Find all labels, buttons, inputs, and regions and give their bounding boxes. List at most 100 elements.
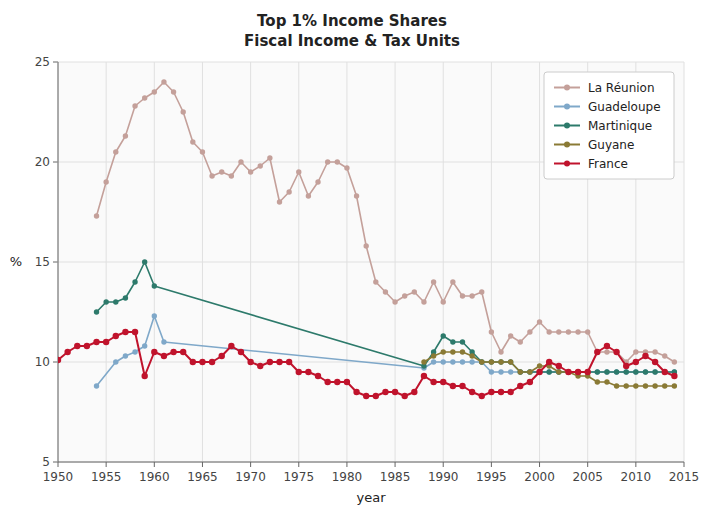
point (373, 279, 378, 284)
tick (587, 462, 588, 467)
point (527, 369, 532, 374)
point (258, 163, 263, 168)
point (152, 283, 157, 288)
legend-label: La Réunion (588, 81, 655, 95)
point (103, 339, 109, 345)
tick (539, 462, 540, 467)
point (614, 349, 619, 354)
point (141, 373, 147, 379)
point (123, 133, 128, 138)
point (450, 359, 455, 364)
point (566, 329, 571, 334)
point (566, 369, 571, 374)
point (286, 359, 292, 365)
point (276, 359, 282, 365)
point (672, 383, 677, 388)
point (421, 299, 426, 304)
point (479, 359, 484, 364)
point (421, 373, 427, 379)
point (613, 349, 619, 355)
point (441, 333, 446, 338)
tick (250, 462, 251, 467)
point (662, 383, 667, 388)
point (546, 329, 551, 334)
point (219, 169, 224, 174)
point (344, 379, 350, 385)
point (508, 359, 513, 364)
tick (53, 162, 58, 163)
point (643, 369, 648, 374)
point (604, 349, 609, 354)
point (411, 389, 417, 395)
point (84, 343, 90, 349)
point (190, 359, 196, 365)
point (469, 359, 474, 364)
point (556, 363, 562, 369)
point (537, 369, 542, 374)
point (460, 339, 465, 344)
tick-label: 1985 (380, 470, 411, 484)
title: Top 1% Income SharesFiscal Income & Tax … (244, 12, 460, 50)
tick-label: 5 (42, 455, 50, 469)
tick (53, 462, 58, 463)
tick-label: 10 (35, 355, 50, 369)
point (652, 369, 657, 374)
point (584, 369, 590, 375)
point (277, 199, 282, 204)
point (363, 393, 369, 399)
point (566, 369, 571, 374)
legend-label: Guyane (588, 138, 634, 152)
tick (298, 462, 299, 467)
point (527, 369, 532, 374)
point (585, 329, 590, 334)
legend: La RéunionGuadeloupeMartiniqueGuyaneFran… (544, 72, 674, 179)
point (180, 349, 186, 355)
point (643, 383, 648, 388)
point (460, 359, 465, 364)
point (604, 343, 610, 349)
point (536, 369, 542, 375)
point (575, 369, 581, 375)
point (479, 359, 484, 364)
point (441, 349, 446, 354)
point (508, 369, 513, 374)
tick (491, 462, 492, 467)
tick-label: 1995 (476, 470, 507, 484)
point (58, 357, 61, 363)
point (450, 279, 455, 284)
point (518, 369, 523, 374)
point (507, 389, 513, 395)
line (424, 352, 674, 386)
tick-label: 1975 (283, 470, 314, 484)
grid-line (58, 62, 684, 63)
tick (53, 362, 58, 363)
point (161, 353, 167, 359)
point (94, 383, 99, 388)
point (238, 349, 244, 355)
point (469, 293, 474, 298)
point (624, 369, 629, 374)
point (672, 359, 677, 364)
point (652, 383, 657, 388)
legend-label: Martinique (588, 119, 652, 133)
point (479, 289, 484, 294)
point (402, 393, 408, 399)
point (344, 165, 349, 170)
line (97, 82, 675, 362)
point (94, 213, 99, 218)
point (652, 349, 657, 354)
point (614, 369, 619, 374)
tick (684, 462, 685, 467)
line (97, 262, 675, 372)
point (142, 259, 147, 264)
series (94, 79, 677, 364)
title-line: Top 1% Income Shares (257, 12, 447, 30)
point (190, 139, 195, 144)
point (296, 369, 302, 375)
legend-marker (564, 142, 570, 148)
tick-label: 1990 (428, 470, 459, 484)
point (498, 369, 503, 374)
point (518, 339, 523, 344)
point (671, 373, 677, 379)
legend-marker (564, 161, 570, 167)
